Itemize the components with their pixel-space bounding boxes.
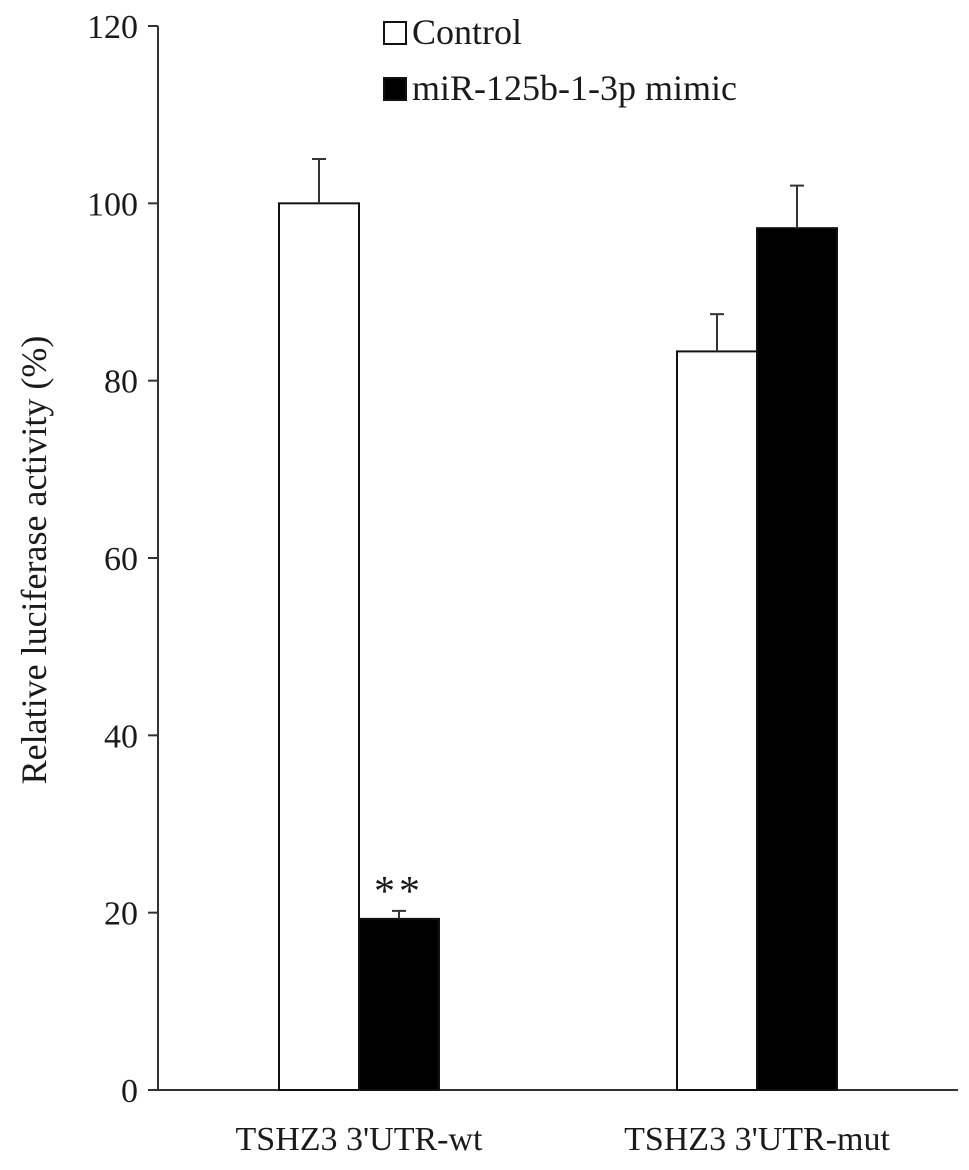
legend-label-control: Control <box>412 12 522 52</box>
bar-mimic-0 <box>358 917 440 1092</box>
bar-mimic-1 <box>756 227 838 1092</box>
x-category-label: TSHZ3 3'UTR-mut <box>624 1121 890 1158</box>
y-tick-label: 80 <box>104 364 138 401</box>
y-tick-label: 40 <box>104 718 138 755</box>
x-category-label: TSHZ3 3'UTR-wt <box>236 1121 484 1158</box>
y-ticks: 0 20 40 60 80 100 120 <box>87 9 158 1110</box>
y-tick-label: 0 <box>121 1073 138 1110</box>
category-labels: TSHZ3 3'UTR-wt TSHZ3 3'UTR-mut <box>236 1121 891 1158</box>
significance-annotation: ** <box>374 869 424 915</box>
bar-control-0 <box>278 202 360 1092</box>
error-bars <box>312 158 804 919</box>
bars <box>278 202 838 1092</box>
y-tick-label: 120 <box>87 9 138 46</box>
bar-control-1 <box>676 350 758 1091</box>
y-tick-label: 20 <box>104 896 138 933</box>
annotations: ** <box>374 869 424 915</box>
y-tick-label: 100 <box>87 186 138 223</box>
y-axis-label: Relative luciferase activity (%) <box>14 336 54 785</box>
legend: Control miR-125b-1-3p mimic <box>383 12 737 108</box>
legend-label-mimic: miR-125b-1-3p mimic <box>412 68 737 108</box>
legend-swatch-mimic <box>383 77 407 101</box>
legend-swatch-control <box>383 21 407 45</box>
y-tick-label: 60 <box>104 541 138 578</box>
